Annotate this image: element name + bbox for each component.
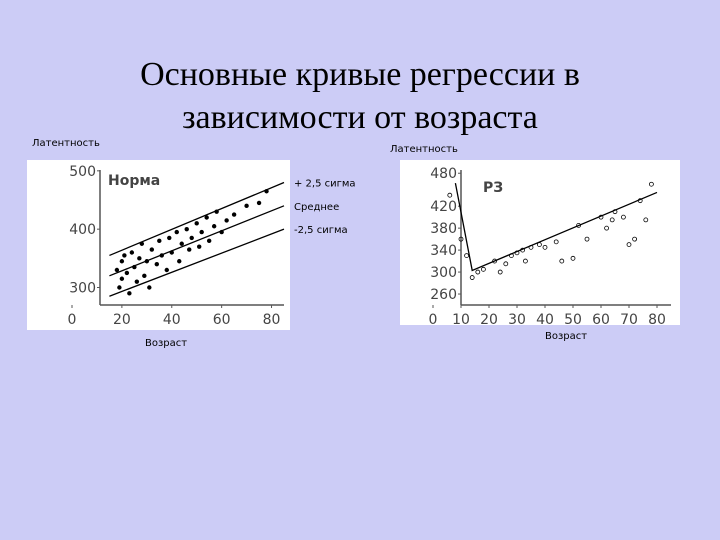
y-tick-label: 420: [430, 199, 457, 215]
y-tick-label: 500: [69, 164, 96, 180]
data-point: [497, 269, 503, 275]
data-point: [137, 256, 142, 261]
slide-title: Основные кривые регрессии в: [140, 56, 580, 93]
data-point: [184, 226, 189, 232]
data-point: [177, 259, 182, 264]
data-point: [604, 225, 609, 231]
data-point: [492, 258, 498, 264]
data-point: [447, 192, 453, 198]
data-point: [147, 285, 152, 290]
annotation: РЗ: [483, 180, 503, 196]
data-point: [187, 247, 192, 252]
x-tick-label: 40: [163, 312, 181, 328]
data-point: [464, 253, 470, 258]
regression-line: [454, 182, 658, 272]
line-label: + 2,5 сигма: [294, 179, 356, 190]
data-point: [632, 236, 637, 242]
data-point: [117, 285, 122, 290]
y-axis-label: Латентность: [32, 138, 100, 149]
data-point: [134, 279, 140, 284]
x-tick-label: 40: [536, 312, 554, 328]
x-axis-label: Возраст: [145, 338, 187, 349]
data-point: [124, 270, 130, 276]
data-point: [206, 238, 212, 244]
data-point: [475, 269, 481, 275]
y-tick-label: 340: [430, 243, 457, 259]
x-tick-label: 60: [213, 312, 231, 328]
y-tick-label: 300: [430, 265, 457, 281]
data-point: [142, 273, 147, 279]
data-point: [204, 215, 209, 220]
data-point: [154, 261, 159, 267]
x-tick-label: 50: [564, 312, 582, 328]
data-point: [149, 247, 155, 252]
data-point: [129, 250, 135, 255]
x-tick-label: 70: [620, 312, 638, 328]
data-point: [194, 221, 199, 226]
line-label: -2,5 сигма: [294, 225, 348, 236]
data-point: [231, 212, 237, 217]
data-point: [649, 181, 654, 187]
regression-line: [109, 205, 285, 277]
data-point: [576, 222, 581, 228]
x-tick-label: 20: [113, 312, 131, 328]
y-tick-label: 400: [69, 222, 96, 238]
x-tick-label: 80: [263, 312, 281, 328]
data-point: [122, 253, 127, 258]
data-point: [211, 224, 217, 229]
data-point: [621, 214, 626, 220]
y-axis-label: Латентность: [390, 144, 458, 155]
data-point: [119, 259, 125, 264]
x-tick-label: 0: [429, 312, 438, 328]
data-point: [164, 267, 169, 273]
slide-title: зависимости от возраста: [182, 99, 538, 136]
annotation: Норма: [108, 173, 160, 189]
data-point: [542, 244, 548, 250]
regression-line: [109, 181, 285, 257]
data-point: [119, 276, 125, 281]
regression-line: [109, 228, 285, 297]
data-point: [224, 218, 229, 223]
data-point: [127, 291, 132, 296]
y-tick-label: 260: [430, 287, 457, 303]
x-tick-label: 20: [480, 312, 498, 328]
data-point: [167, 235, 172, 241]
data-point: [458, 236, 464, 242]
data-point: [626, 242, 632, 248]
data-point: [256, 200, 262, 206]
data-point: [643, 217, 649, 223]
y-tick-label: 300: [69, 281, 96, 297]
x-tick-label: 10: [452, 312, 470, 328]
data-point: [480, 266, 486, 272]
data-point: [609, 217, 615, 223]
y-tick-label: 380: [430, 221, 457, 237]
data-point: [523, 258, 528, 264]
data-point: [469, 275, 475, 280]
data-point: [553, 239, 559, 245]
data-point: [114, 267, 120, 273]
data-point: [503, 261, 509, 267]
data-point: [570, 255, 576, 261]
plot-background: [27, 160, 290, 330]
x-axis-label: Возраст: [545, 331, 587, 342]
data-point: [559, 258, 565, 264]
data-point: [199, 229, 204, 235]
line-label: Среднее: [294, 202, 339, 213]
data-point: [244, 203, 249, 209]
x-tick-label: 30: [508, 312, 526, 328]
data-point: [584, 236, 590, 242]
x-tick-label: 80: [648, 312, 666, 328]
data-point: [174, 229, 179, 235]
data-point: [189, 235, 194, 241]
data-point: [179, 241, 184, 246]
x-tick-label: 0: [68, 312, 77, 328]
x-tick-label: 60: [592, 312, 610, 328]
data-point: [157, 238, 162, 244]
y-tick-label: 480: [430, 166, 457, 182]
data-point: [197, 244, 202, 249]
